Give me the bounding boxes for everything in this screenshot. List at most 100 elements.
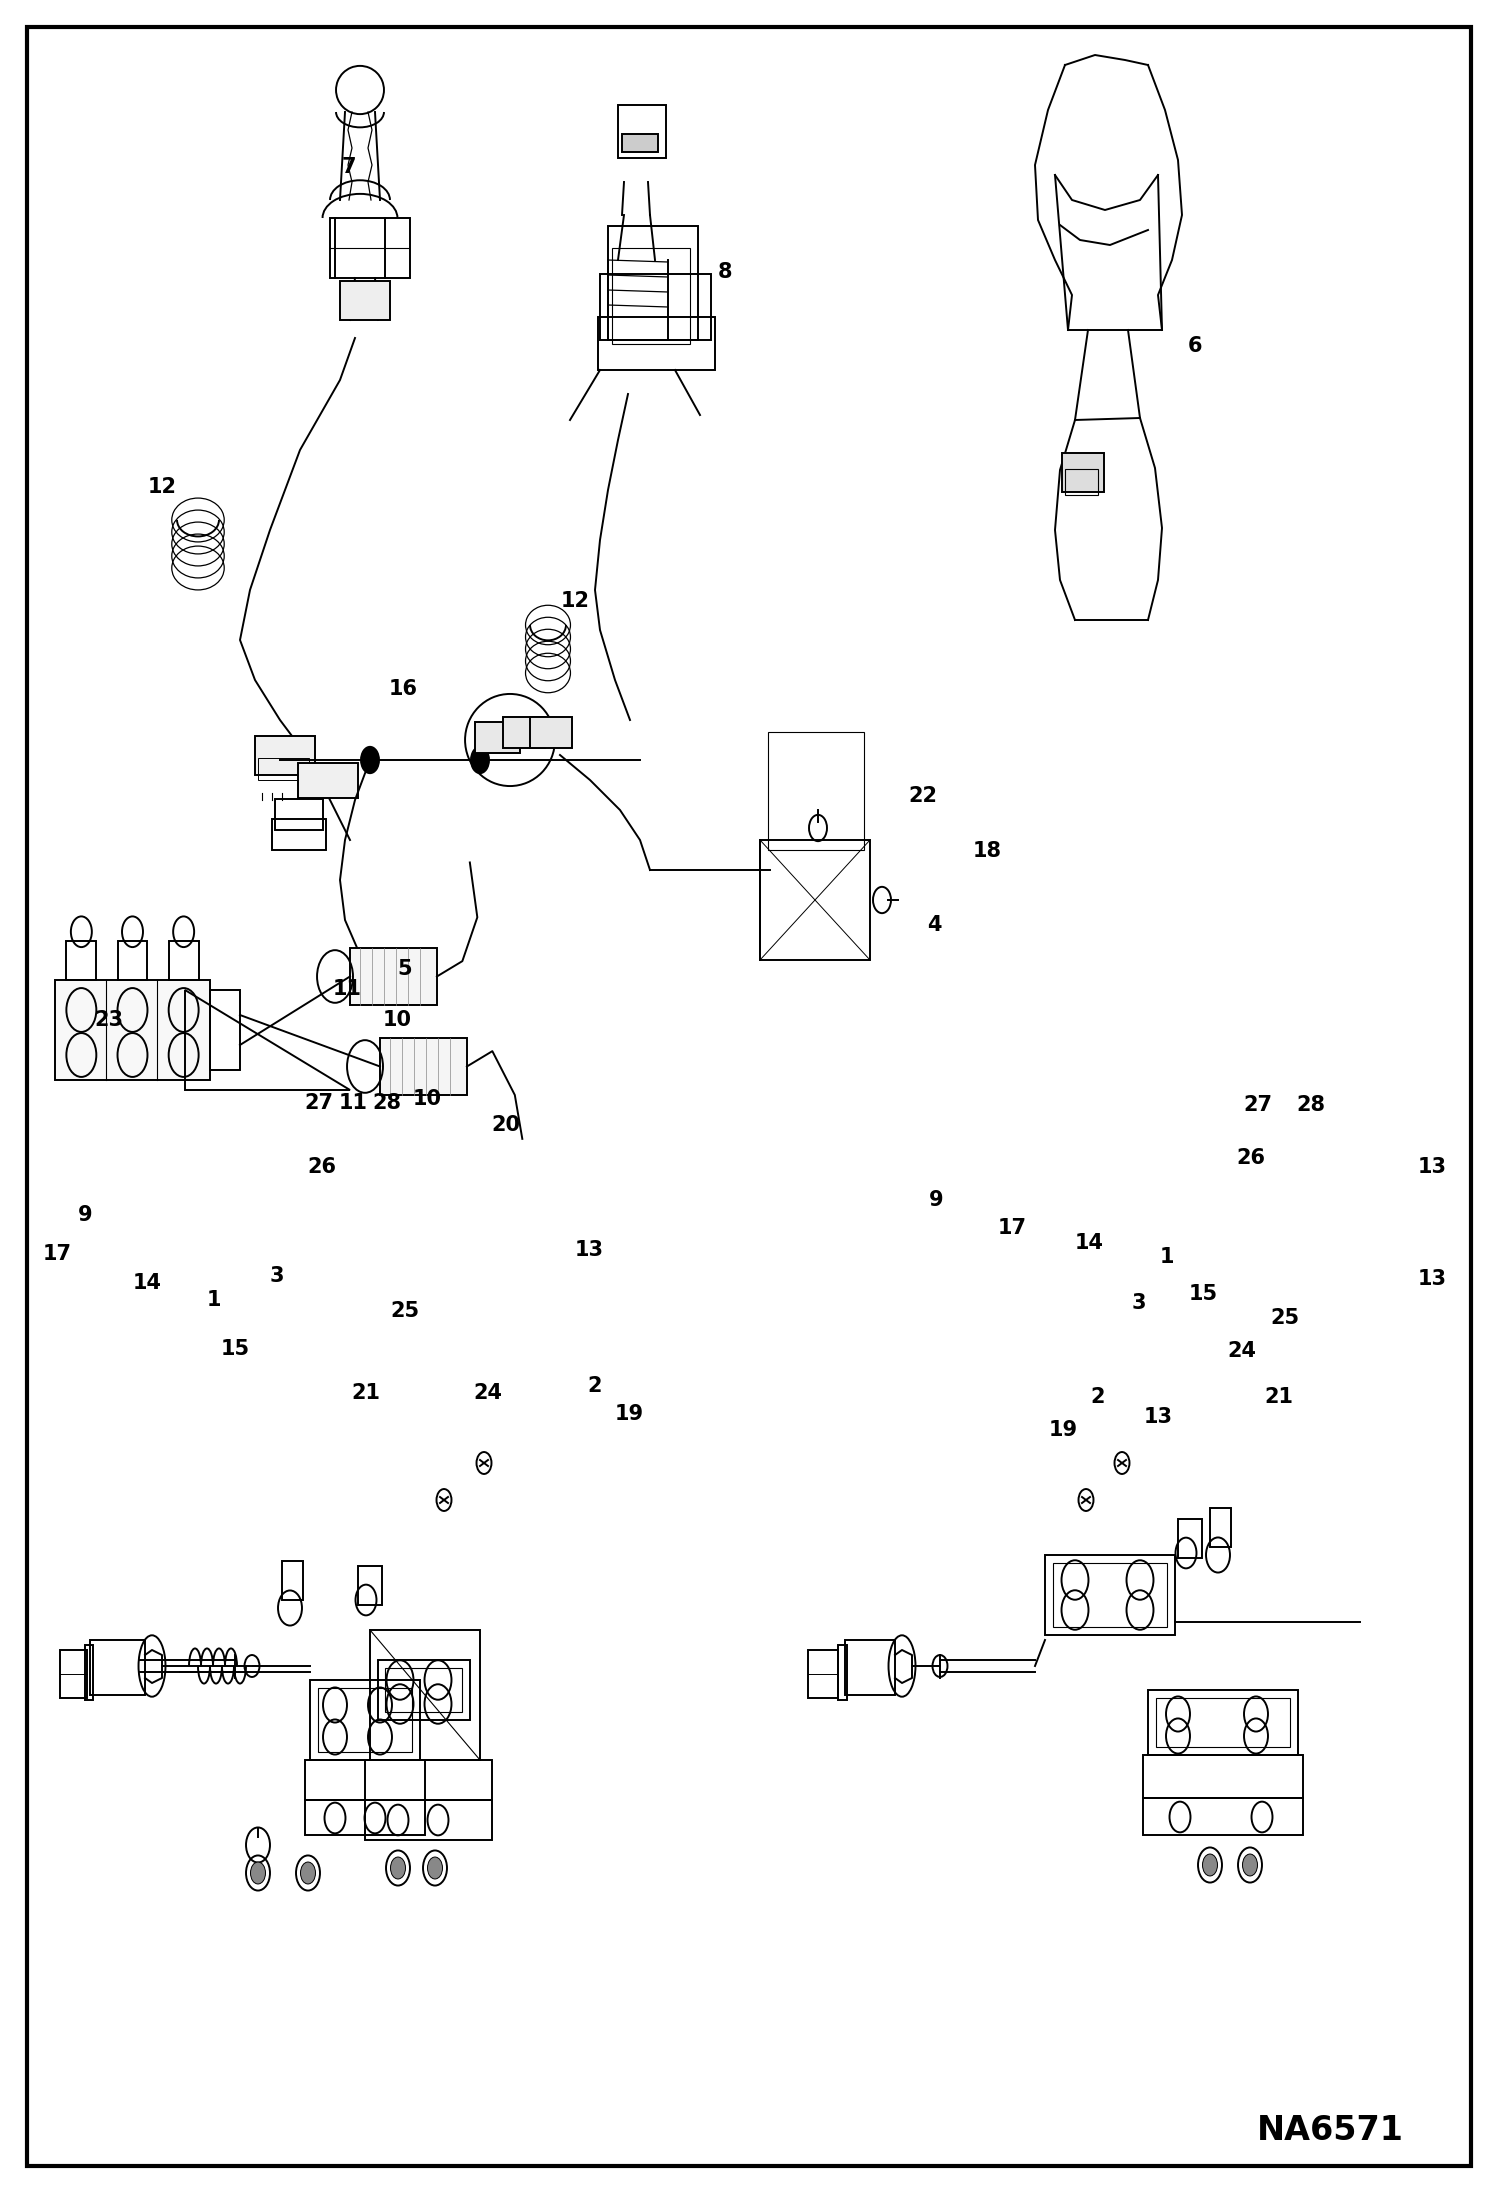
Text: 13: 13 <box>574 1239 604 1261</box>
Text: 21: 21 <box>351 1382 380 1404</box>
Text: 1: 1 <box>1159 1246 1174 1268</box>
Text: 13: 13 <box>1417 1156 1447 1178</box>
Bar <box>1053 1564 1167 1627</box>
Text: 25: 25 <box>1270 1307 1300 1329</box>
Text: 28: 28 <box>372 1092 401 1114</box>
Bar <box>619 105 667 158</box>
Bar <box>310 1680 419 1761</box>
Bar <box>608 226 698 340</box>
Text: 15: 15 <box>1188 1283 1218 1305</box>
Text: 16: 16 <box>388 678 418 700</box>
Bar <box>475 721 520 752</box>
Bar <box>1177 1518 1201 1557</box>
Text: NA6571: NA6571 <box>1257 2114 1404 2147</box>
Circle shape <box>250 1862 265 1884</box>
Bar <box>351 947 437 1004</box>
Text: 11: 11 <box>333 978 363 1000</box>
Text: 24: 24 <box>473 1382 503 1404</box>
Bar <box>380 1037 467 1094</box>
Text: 3: 3 <box>270 1265 285 1287</box>
Text: 25: 25 <box>389 1300 419 1322</box>
Bar <box>55 980 210 1079</box>
Bar <box>1046 1555 1174 1636</box>
Text: 12: 12 <box>560 590 590 612</box>
Bar <box>385 1669 461 1713</box>
Text: 14: 14 <box>132 1272 162 1294</box>
Text: 19: 19 <box>1049 1419 1079 1441</box>
Bar <box>330 217 410 279</box>
Bar <box>66 941 96 980</box>
Bar <box>622 134 658 151</box>
Text: 17: 17 <box>42 1243 72 1265</box>
Text: 13: 13 <box>1143 1406 1173 1428</box>
Text: 13: 13 <box>1417 1268 1447 1289</box>
Bar <box>306 1761 425 1800</box>
Text: 6: 6 <box>1188 336 1203 357</box>
Bar <box>768 732 864 851</box>
Text: 15: 15 <box>220 1338 250 1360</box>
Bar <box>282 1561 303 1601</box>
Circle shape <box>391 1857 406 1879</box>
Circle shape <box>427 1857 442 1879</box>
Text: 2: 2 <box>1091 1386 1106 1408</box>
Text: 26: 26 <box>307 1156 337 1178</box>
Text: 10: 10 <box>412 1088 442 1110</box>
Text: 10: 10 <box>382 1009 412 1031</box>
Text: 3: 3 <box>1131 1292 1146 1314</box>
Bar <box>60 1649 87 1697</box>
Bar <box>613 248 691 344</box>
Text: 12: 12 <box>147 476 177 498</box>
Bar <box>1065 469 1098 496</box>
Bar <box>377 1660 470 1719</box>
Bar <box>1143 1798 1303 1836</box>
Bar <box>117 941 147 980</box>
Bar <box>210 989 240 1070</box>
Text: 11: 11 <box>339 1092 369 1114</box>
Bar <box>169 941 199 980</box>
Bar <box>807 1649 837 1697</box>
Text: 7: 7 <box>342 156 357 178</box>
Bar <box>837 1645 846 1700</box>
Circle shape <box>1242 1853 1257 1875</box>
Text: 5: 5 <box>397 958 412 980</box>
Circle shape <box>470 748 488 774</box>
Text: 18: 18 <box>972 840 1002 862</box>
Bar <box>366 1800 491 1840</box>
Circle shape <box>1203 1853 1218 1875</box>
Bar <box>601 274 712 340</box>
Bar <box>1062 452 1104 491</box>
Bar <box>273 820 327 851</box>
Text: 20: 20 <box>491 1114 521 1136</box>
Bar <box>318 1689 412 1752</box>
Bar <box>85 1645 93 1700</box>
Text: 23: 23 <box>94 1009 124 1031</box>
Bar <box>258 759 309 781</box>
Text: 9: 9 <box>929 1189 944 1211</box>
Bar <box>298 763 358 798</box>
Bar <box>276 798 324 829</box>
Text: 9: 9 <box>78 1204 93 1226</box>
Bar <box>1156 1697 1290 1748</box>
Bar <box>366 1761 491 1800</box>
Text: 19: 19 <box>614 1404 644 1425</box>
Text: 22: 22 <box>908 785 938 807</box>
Circle shape <box>301 1862 316 1884</box>
Bar <box>530 717 572 748</box>
Text: 8: 8 <box>718 261 733 283</box>
Bar <box>598 318 715 371</box>
Text: 24: 24 <box>1227 1340 1257 1362</box>
Circle shape <box>361 748 379 774</box>
Bar <box>255 735 315 774</box>
Bar <box>90 1640 145 1695</box>
Text: 21: 21 <box>1264 1386 1294 1408</box>
Text: 4: 4 <box>927 914 942 936</box>
Text: 2: 2 <box>587 1375 602 1397</box>
Text: 26: 26 <box>1236 1147 1266 1169</box>
Bar <box>340 281 389 320</box>
Text: 27: 27 <box>1243 1094 1273 1116</box>
Bar <box>1147 1691 1297 1754</box>
Bar <box>358 1566 382 1605</box>
Text: 14: 14 <box>1074 1232 1104 1254</box>
Bar <box>503 717 545 748</box>
Text: 27: 27 <box>304 1092 334 1114</box>
